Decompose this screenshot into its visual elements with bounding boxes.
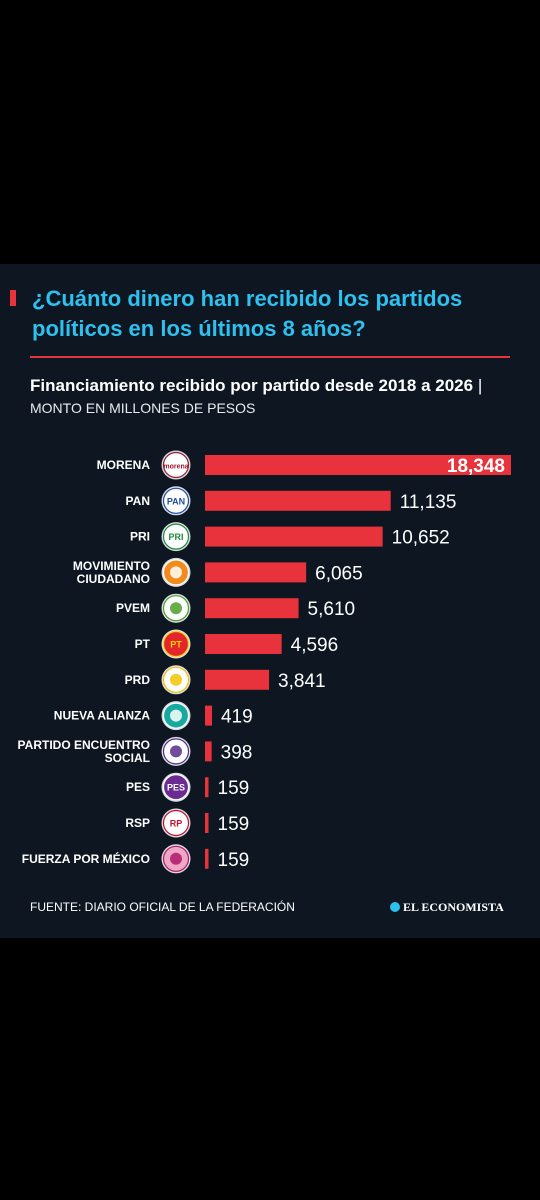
brand-globe-icon xyxy=(390,902,400,912)
category-label: PT xyxy=(135,637,151,651)
value-label: 10,652 xyxy=(392,528,450,549)
bar xyxy=(205,634,282,654)
svg-text:PES: PES xyxy=(167,783,185,793)
category-label: PRI xyxy=(130,530,150,544)
value-label: 4,596 xyxy=(291,635,339,656)
pes-logo-icon: PES xyxy=(161,772,191,802)
subtitle-main: Financiamiento recibido por partido desd… xyxy=(30,376,474,395)
party-funding-bar-chart: MORENA morena 18,348 PAN PAN 11,135 PRI PRI 10,6… xyxy=(18,450,511,874)
bar xyxy=(205,813,209,833)
fuerza-por-mexico-logo-icon xyxy=(161,844,191,874)
source-note: FUENTE: DIARIO OFICIAL DE LA FEDERACIÓN xyxy=(30,900,295,914)
category-label: NUEVA ALIANZA xyxy=(54,709,151,723)
pri-logo-icon: PRI xyxy=(161,522,191,552)
category-label: FUERZA POR MÉXICO xyxy=(22,851,150,866)
prd-logo-icon xyxy=(161,665,191,695)
bar xyxy=(205,562,307,583)
svg-text:PRI: PRI xyxy=(168,532,183,542)
nueva-alianza-logo-icon xyxy=(161,701,191,731)
svg-text:RP: RP xyxy=(170,819,183,829)
pt-logo-icon: PT xyxy=(161,629,191,659)
category-label: PES xyxy=(126,780,150,794)
value-label: 419 xyxy=(221,707,253,728)
movimiento-ciudadano-logo-icon xyxy=(161,557,191,587)
category-label: PVEM xyxy=(116,601,150,615)
value-label: 3,841 xyxy=(278,671,326,692)
brand-logo: EL ECONOMISTA xyxy=(390,900,504,915)
value-label: 18,348 xyxy=(447,456,505,477)
value-label: 398 xyxy=(221,742,253,763)
title-divider xyxy=(30,356,510,358)
bar xyxy=(205,598,299,619)
pvem-logo-icon xyxy=(161,593,191,623)
category-label: RSP xyxy=(125,816,150,830)
bar xyxy=(205,741,212,762)
subtitle-separator: | xyxy=(477,376,483,395)
infographic-title: ¿Cuánto dinero han recibido los partidos… xyxy=(32,286,463,341)
bar xyxy=(205,848,209,869)
svg-text:PAN: PAN xyxy=(167,496,185,506)
subtitle-unit: MONTO EN MILLONES DE PESOS xyxy=(30,400,256,416)
title-accent-mark xyxy=(10,290,16,306)
rsp-logo-icon: RP xyxy=(161,808,191,838)
value-label: 5,610 xyxy=(308,599,356,620)
chart-subtitle: Financiamiento recibido por partido desd… xyxy=(30,375,530,419)
svg-text:morena: morena xyxy=(163,464,188,471)
category-label: PRD xyxy=(125,673,151,687)
partido-encuentro-social-logo-icon xyxy=(161,736,191,766)
pan-logo-icon: PAN xyxy=(161,486,191,516)
bar xyxy=(205,526,383,547)
value-label: 6,065 xyxy=(315,563,363,584)
value-label: 159 xyxy=(218,850,250,871)
bar xyxy=(205,669,270,690)
value-label: 159 xyxy=(218,778,250,799)
value-label: 159 xyxy=(218,814,250,835)
bar xyxy=(205,777,209,798)
value-label: 11,135 xyxy=(400,492,457,513)
category-label: MORENA xyxy=(97,458,151,472)
bar xyxy=(205,490,391,511)
svg-text:PT: PT xyxy=(170,640,182,650)
bar xyxy=(205,455,511,475)
category-label: PAN xyxy=(126,494,150,508)
category-label: PARTIDO ENCUENTRO SOCIAL xyxy=(18,738,150,765)
morena-logo-icon: morena xyxy=(161,450,191,480)
brand-name: EL ECONOMISTA xyxy=(403,900,504,914)
bar xyxy=(205,705,212,726)
category-label: MOVIMIENTO CIUDADANO xyxy=(73,559,150,586)
